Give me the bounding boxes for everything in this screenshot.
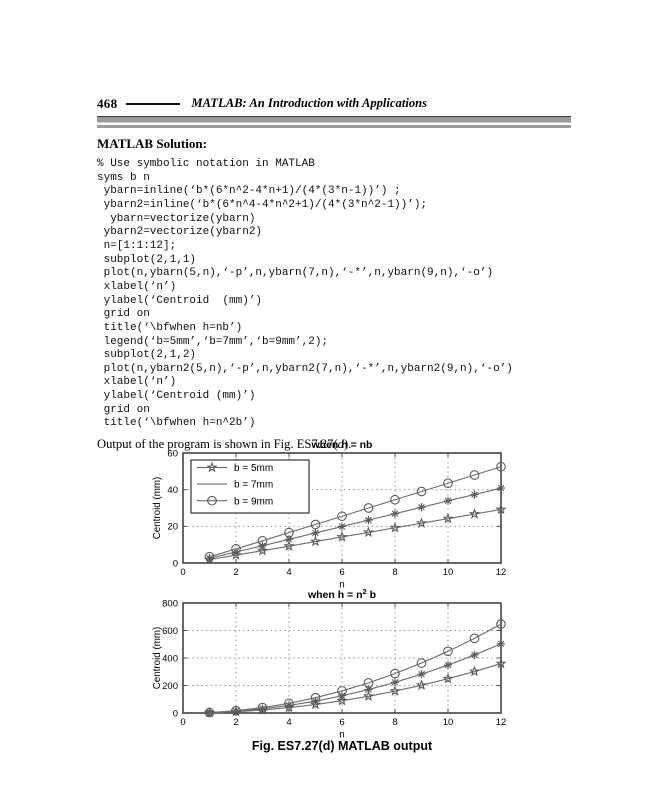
- chart-svg: 0 2 4 6 8 10 12 0 20 40 60 when h = nb n Centroid (mm…: [152, 439, 507, 589]
- svg-text:6: 6: [339, 567, 344, 578]
- svg-text:200: 200: [162, 681, 178, 692]
- svg-text:0: 0: [180, 567, 185, 578]
- axis-ticks: [182, 602, 502, 714]
- y-axis-label: Centroid (mm): [152, 627, 163, 690]
- svg-text:0: 0: [173, 708, 178, 719]
- header-divider: [97, 116, 571, 128]
- legend-label: b = 5mm: [234, 463, 273, 474]
- series-b-7mm: [205, 639, 506, 717]
- svg-text:4: 4: [286, 717, 291, 728]
- page-number: 468: [97, 95, 118, 111]
- svg-text:0: 0: [180, 717, 185, 728]
- x-axis-label: n: [339, 730, 344, 739]
- header-rule: [126, 102, 181, 105]
- matlab-code-listing: % Use symbolic notation in MATLAB syms b…: [97, 157, 513, 430]
- svg-text:12: 12: [496, 717, 507, 728]
- axis-ticks: [182, 452, 502, 564]
- figure-caption: Fig. ES7.27(d) MATLAB output: [251, 739, 433, 753]
- svg-text:20: 20: [167, 522, 178, 533]
- chart-title: when h = nb: [311, 439, 373, 451]
- svg-text:600: 600: [162, 626, 178, 637]
- svg-text:40: 40: [167, 485, 178, 496]
- svg-text:12: 12: [496, 567, 507, 578]
- divider-bar-thick: [97, 116, 571, 123]
- output-note: Output of the program is shown in Fig. E…: [97, 437, 571, 452]
- tick-labels: 0 2 4 6 8 10 12 0 20 40 60: [167, 448, 506, 578]
- divider-bar-thin: [97, 125, 571, 128]
- book-title: MATLAB: An Introduction with Application…: [191, 96, 428, 110]
- svg-text:8: 8: [392, 567, 397, 578]
- solution-heading: MATLAB Solution:: [97, 135, 207, 151]
- svg-text:10: 10: [443, 717, 454, 728]
- svg-text:60: 60: [167, 448, 178, 459]
- series-b-7mm: [205, 483, 506, 563]
- svg-text:4: 4: [286, 567, 291, 578]
- chart-when-h-nb: 0 2 4 6 8 10 12 0 20 40 60 when h = nb n Centroid (mm…: [150, 438, 570, 588]
- svg-text:10: 10: [443, 567, 454, 578]
- legend: b = 5mm b = 7mm b = 9mm: [190, 459, 310, 514]
- page-content: 468 MATLAB: An Introduction with Applica…: [97, 96, 571, 452]
- tick-labels: 0 2 4 6 8 10 12 0 200 400 600 800: [162, 598, 506, 728]
- legend-label: b = 9mm: [234, 496, 273, 507]
- svg-text:400: 400: [162, 653, 178, 664]
- figure-es727d: 0 2 4 6 8 10 12 0 20 40 60 when h = nb n Centroid (mm…: [150, 438, 570, 753]
- svg-text:8: 8: [392, 717, 397, 728]
- svg-text:2: 2: [233, 717, 238, 728]
- series-b-9mm: [204, 619, 506, 718]
- output-note-suffix: ).: [343, 437, 352, 452]
- svg-text:6: 6: [339, 717, 344, 728]
- svg-text:2: 2: [233, 567, 238, 578]
- series-b-9mm: [204, 461, 506, 562]
- output-note-italic-d: d: [337, 437, 344, 452]
- chart-svg: 0 2 4 6 8 10 12 0 200 400 600 800 when h = n2 b n Cent…: [152, 588, 507, 739]
- output-note-prefix: Output of the program is shown in Fig. E…: [97, 437, 338, 452]
- chart-title: when h = n2 b: [307, 588, 376, 601]
- svg-text:800: 800: [162, 598, 178, 609]
- svg-text:0: 0: [173, 558, 178, 569]
- series-b-5mm: [203, 657, 507, 718]
- running-head: 468 MATLAB: An Introduction with Applica…: [97, 96, 571, 111]
- x-axis-label: n: [339, 580, 344, 589]
- y-axis-label: Centroid (mm): [152, 477, 163, 540]
- legend-label: b = 7mm: [234, 480, 273, 491]
- chart-when-h-n2b: 0 2 4 6 8 10 12 0 200 400 600 800 when h = n2 b n Cent…: [150, 588, 570, 738]
- series-b-5mm: [203, 503, 507, 565]
